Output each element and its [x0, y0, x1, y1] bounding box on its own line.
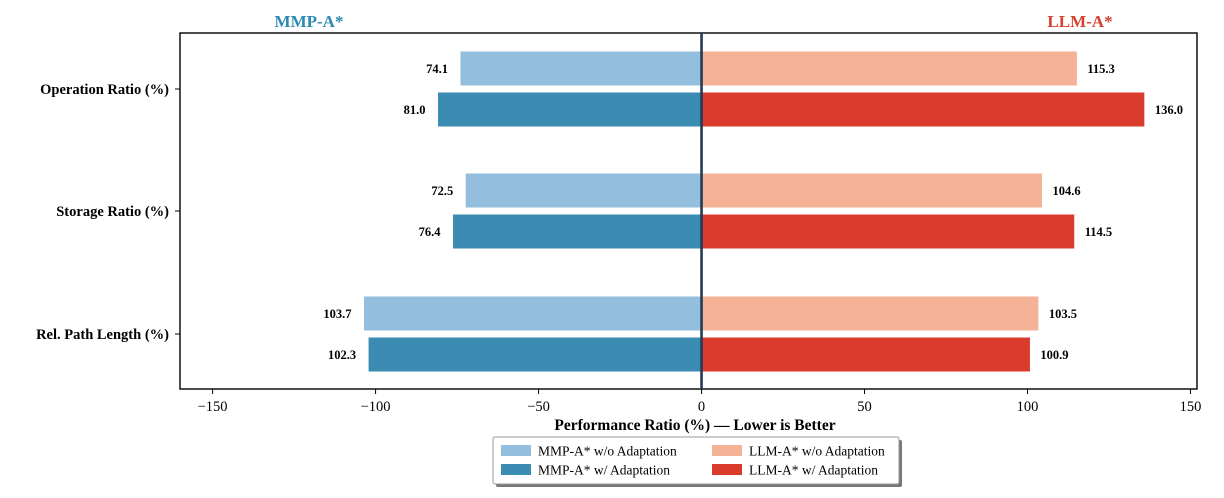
data-label: 72.5 [431, 184, 453, 198]
bar-llm-a-w-o-adaptation-2 [701, 295, 1040, 332]
bar-mmp-a-w-adaptation-0 [437, 91, 703, 128]
legend-swatch [712, 445, 742, 456]
x-tick-label: 100 [1017, 399, 1039, 415]
data-label: 74.1 [426, 62, 448, 76]
x-axis-title: Performance Ratio (%) — Lower is Better [554, 417, 835, 434]
data-label: 76.4 [419, 225, 442, 239]
bar-mmp-a-w-o-adaptation-0 [459, 50, 703, 87]
data-label: 103.7 [323, 307, 351, 321]
right-side-title: LLM-A* [1047, 12, 1112, 31]
legend-swatch [712, 464, 742, 475]
category-label: Operation Ratio (%) [40, 82, 169, 98]
bar-llm-a-w-o-adaptation-1 [701, 172, 1043, 209]
bar-marks: 74.1 115.3 81.0 136.0 72.5 104.6 76.4 114.5 103.… [323, 50, 1183, 373]
legend-label: MMP-A* w/ Adaptation [538, 463, 670, 478]
bar-mmp-a-w-adaptation-1 [452, 213, 703, 250]
data-label: 115.3 [1087, 62, 1114, 76]
x-tick-label: −150 [198, 399, 228, 415]
legend-label: LLM-A* w/o Adaptation [749, 444, 885, 459]
legend-box [492, 436, 900, 485]
data-label: 81.0 [404, 103, 426, 117]
legend-label: MMP-A* w/o Adaptation [538, 444, 677, 459]
x-tick-label: −100 [361, 399, 391, 415]
legend-label: LLM-A* w/ Adaptation [749, 463, 878, 478]
x-axis-ticks: −150 −100 −50 0 50 100 150 [198, 389, 1202, 415]
bar-mmp-a-w-adaptation-2 [367, 336, 703, 373]
x-tick-label: 50 [857, 399, 872, 415]
bar-llm-a-w-adaptation-1 [701, 213, 1076, 250]
bar-llm-a-w-o-adaptation-0 [701, 50, 1078, 87]
legend: MMP-A* w/o Adaptation MMP-A* w/ Adaptatio… [492, 436, 902, 487]
x-tick-label: 150 [1180, 399, 1202, 415]
data-label: 136.0 [1155, 103, 1183, 117]
bar-mmp-a-w-o-adaptation-1 [464, 172, 703, 209]
data-label: 104.6 [1052, 184, 1080, 198]
data-label: 102.3 [328, 348, 356, 362]
x-tick-label: −50 [527, 399, 550, 415]
category-labels: Operation Ratio (%) Storage Ratio (%) Rel.… [36, 82, 180, 343]
legend-swatch [501, 445, 531, 456]
x-tick-label: 0 [698, 399, 705, 415]
category-label: Storage Ratio (%) [56, 204, 169, 220]
data-label: 114.5 [1085, 225, 1112, 239]
bar-llm-a-w-adaptation-0 [701, 91, 1146, 128]
bar-llm-a-w-adaptation-2 [701, 336, 1031, 373]
bar-mmp-a-w-o-adaptation-2 [363, 295, 703, 332]
left-side-title: MMP-A* [275, 12, 344, 31]
category-label: Rel. Path Length (%) [36, 327, 169, 343]
data-label: 103.5 [1049, 307, 1077, 321]
data-label: 100.9 [1040, 348, 1068, 362]
legend-swatch [501, 464, 531, 475]
